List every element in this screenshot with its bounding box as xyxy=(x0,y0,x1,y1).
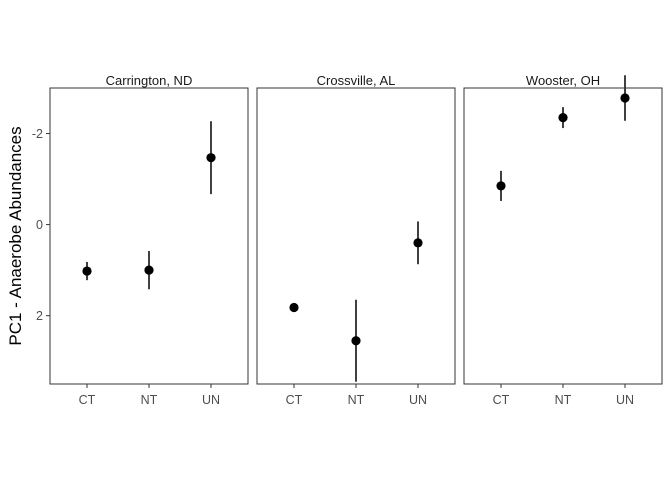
facet-title: Wooster, OH xyxy=(526,73,600,88)
data-point xyxy=(496,181,506,191)
x-tick-label: UN xyxy=(202,393,220,407)
data-point xyxy=(289,302,299,313)
x-tick-label: CT xyxy=(79,393,96,407)
facet-title: Carrington, ND xyxy=(106,73,193,88)
panel-border xyxy=(49,87,249,385)
y-axis-title: PC1 - Anaerobe Abundances xyxy=(6,126,25,345)
data-point xyxy=(558,113,568,123)
data-point xyxy=(620,93,630,103)
panel-border xyxy=(463,87,663,385)
x-tick-label: CT xyxy=(493,393,510,407)
panel-border xyxy=(256,87,456,385)
data-point xyxy=(351,336,361,346)
data-point xyxy=(413,238,423,248)
x-tick-label: CT xyxy=(286,393,303,407)
data-point xyxy=(206,153,216,163)
data-point xyxy=(82,266,92,276)
x-tick-label: NT xyxy=(555,393,572,407)
x-tick-label: NT xyxy=(141,393,158,407)
y-tick-label: 2 xyxy=(36,309,43,323)
y-tick-label: 0 xyxy=(36,218,43,232)
facet-title: Crossville, AL xyxy=(317,73,396,88)
x-tick-label: NT xyxy=(348,393,365,407)
data-point xyxy=(144,265,154,275)
x-tick-label: UN xyxy=(616,393,634,407)
y-tick-label: -2 xyxy=(32,127,43,141)
x-tick-label: UN xyxy=(409,393,427,407)
